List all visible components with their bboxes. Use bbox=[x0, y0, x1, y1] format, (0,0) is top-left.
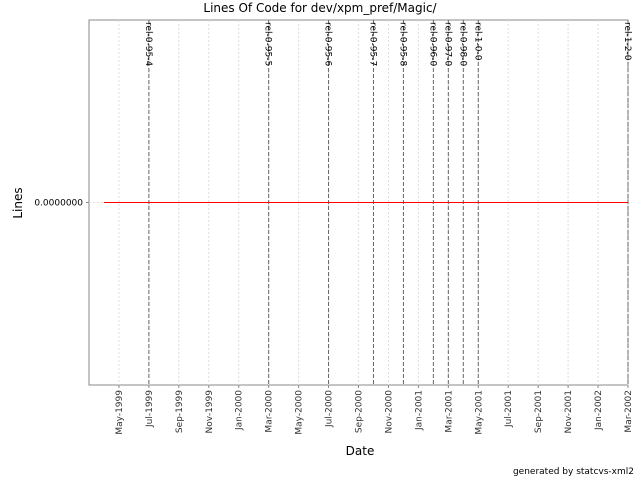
x-tick-label: Sep-1999 bbox=[175, 390, 185, 433]
x-tick-label: Jul-2001 bbox=[504, 390, 514, 428]
x-tick-label: Mar-2002 bbox=[624, 390, 634, 433]
x-tick-label: May-2001 bbox=[474, 390, 484, 435]
x-tick-label: Nov-1999 bbox=[205, 390, 215, 434]
release-label: rel-0-96-0 bbox=[427, 22, 437, 66]
release-label: rel-0-95-7 bbox=[367, 22, 377, 66]
release-label: rel-0-95-6 bbox=[323, 22, 333, 66]
x-tick-label: Mar-2000 bbox=[265, 390, 275, 433]
x-tick-label: May-1999 bbox=[115, 390, 125, 435]
x-tick-label: May-2000 bbox=[295, 390, 305, 435]
release-label: rel-1-0-0 bbox=[472, 22, 482, 61]
x-tick-label: Jan-2002 bbox=[594, 390, 604, 431]
release-label: rel-0-95-4 bbox=[143, 22, 153, 66]
x-tick-label: Jan-2000 bbox=[235, 390, 245, 431]
release-label: rel-0-97-0 bbox=[442, 22, 452, 66]
x-tick-label: Jul-1999 bbox=[145, 390, 155, 428]
y-tick-label: 0.0000000 bbox=[34, 199, 83, 209]
footer: generated by statcvs-xml2 bbox=[513, 467, 634, 477]
x-tick-label: Jul-2000 bbox=[325, 390, 335, 428]
y-axis-label: Lines bbox=[11, 187, 25, 218]
release-label: rel-0-95-5 bbox=[263, 22, 273, 66]
x-tick-label: Mar-2001 bbox=[444, 390, 454, 433]
chart-title: Lines Of Code for dev/xpm_pref/Magic/ bbox=[203, 1, 437, 15]
x-tick-label: Sep-2001 bbox=[534, 390, 544, 433]
release-label: rel-0-95-8 bbox=[397, 22, 407, 66]
x-tick-label: Nov-2000 bbox=[384, 390, 394, 434]
x-tick-label: Jan-2001 bbox=[414, 390, 424, 431]
release-label: rel-1-2-0 bbox=[622, 22, 632, 61]
x-tick-label: Sep-2000 bbox=[355, 390, 365, 433]
release-label: rel-0-98-0 bbox=[457, 22, 467, 66]
x-tick-label: Nov-2001 bbox=[564, 390, 574, 433]
x-axis-label: Date bbox=[346, 444, 375, 458]
